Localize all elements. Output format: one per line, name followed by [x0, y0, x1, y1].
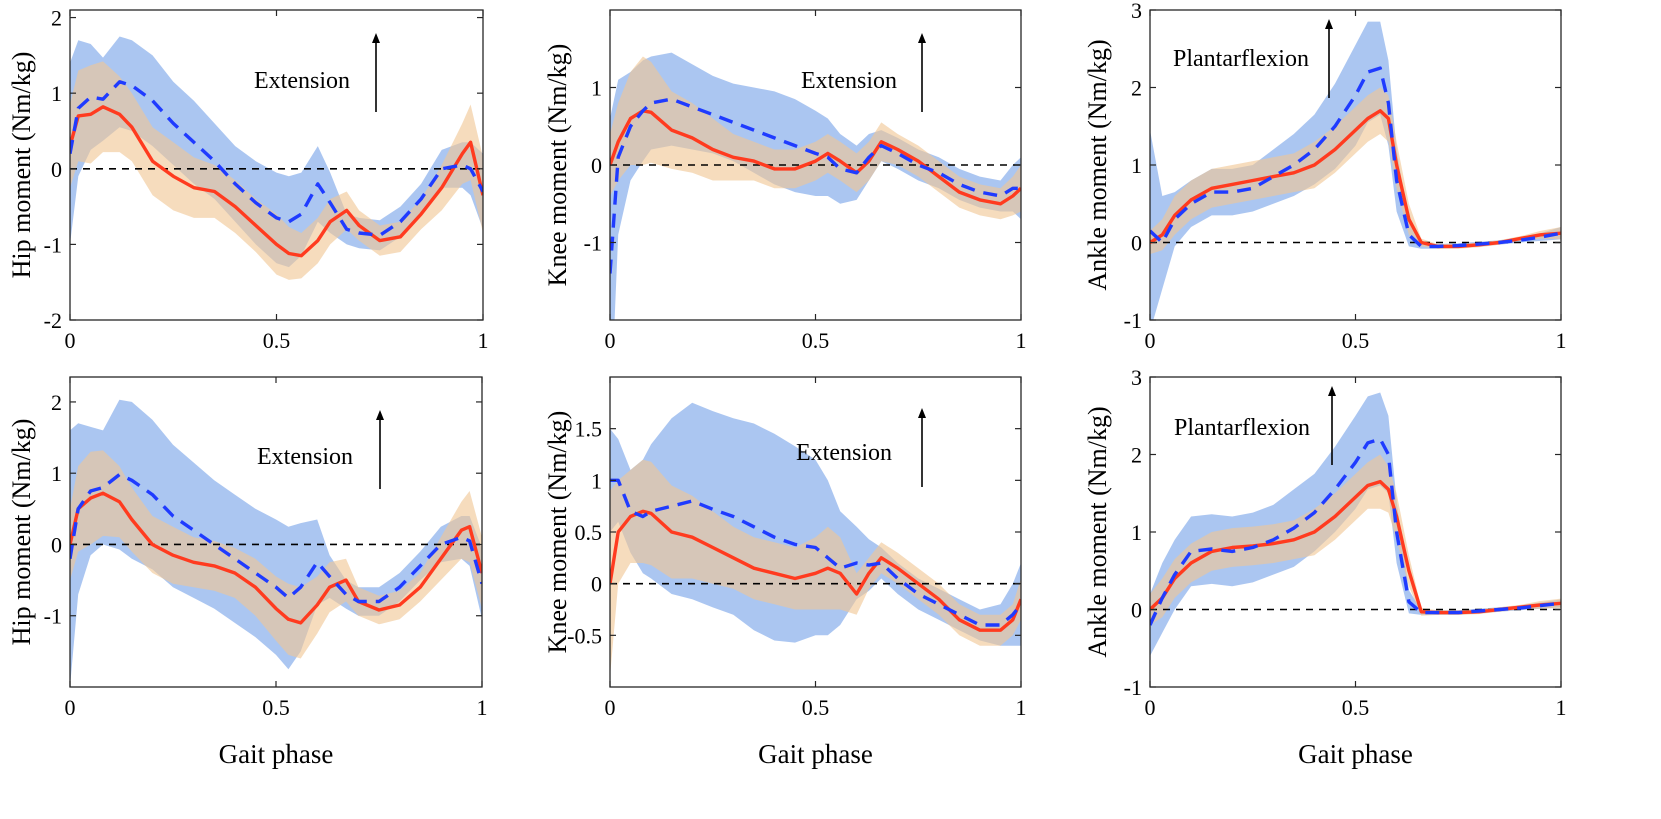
subplot-hip-top: 0 0.5 1 -2 -1 0 1 2 Hip moment (Nm/kg) Extension: [7, 6, 489, 353]
plot-area: [610, 52, 1021, 320]
x-tick-label: 0: [65, 328, 76, 353]
human-mean-line: [70, 105, 483, 258]
x-tick-label: 1: [477, 695, 488, 720]
x-tick-label: 0.5: [802, 695, 830, 720]
human-std-band: [1150, 454, 1561, 625]
x-tick-label: 0: [1145, 695, 1156, 720]
y-tick-label: 1: [591, 76, 602, 101]
x-axis-label: Gait phase: [758, 739, 873, 769]
human-std-band: [610, 459, 1021, 677]
plot-area: [610, 402, 1021, 677]
y-tick-label: 2: [51, 6, 62, 31]
y-tick-label: 2: [1131, 443, 1142, 468]
direction-annotation: Extension: [257, 444, 353, 470]
y-tick-label: 0: [51, 157, 62, 182]
y-tick-label: 0: [591, 153, 602, 178]
y-tick-label: -1: [1124, 675, 1142, 700]
x-tick-label: 1: [478, 328, 489, 353]
y-tick-label: 0.5: [575, 520, 603, 545]
model-mean-line: [70, 472, 482, 604]
x-tick-label: 0: [605, 695, 616, 720]
y-tick-label: 0: [1131, 231, 1142, 256]
human-mean-line: [70, 491, 482, 625]
x-tick-label: 1: [1556, 328, 1567, 353]
y-axis-label: Ankle moment (Nm/kg): [1083, 39, 1112, 290]
y-tick-label: 2: [1131, 76, 1142, 101]
x-tick-label: 0.5: [1342, 328, 1370, 353]
direction-annotation: Extension: [254, 68, 350, 94]
y-tick-label: 0: [591, 572, 602, 597]
model-mean-line: [610, 478, 1021, 627]
y-tick-label: -1: [1124, 308, 1142, 333]
y-tick-label: -1: [44, 232, 62, 257]
direction-annotation: Extension: [796, 440, 892, 466]
y-tick-label: -1: [584, 231, 602, 256]
model-std-band: [1150, 392, 1561, 656]
plot-area: [70, 399, 482, 687]
y-axis-label: Ankle moment (Nm/kg): [1083, 406, 1112, 657]
human-std-band: [610, 56, 1021, 220]
human-mean-line: [610, 509, 1021, 632]
y-tick-label: 1: [591, 468, 602, 493]
human-mean-line: [610, 109, 1021, 206]
x-axis-label: Gait phase: [219, 739, 334, 769]
model-mean-line: [610, 97, 1021, 274]
subplot-hip-bottom: 0 0.5 1 -1 0 1 2 Hip moment (Nm/kg) Gait phase Ex…: [7, 376, 488, 769]
x-tick-label: 1: [1016, 328, 1027, 353]
model-mean-line: [1150, 66, 1561, 249]
y-tick-label: 1: [51, 81, 62, 106]
y-axis-label: Hip moment (Nm/kg): [7, 419, 36, 646]
y-tick-label: 3: [1131, 0, 1142, 23]
x-tick-label: 0.5: [262, 695, 290, 720]
direction-annotation: Plantarflexion: [1174, 415, 1310, 441]
y-axis-label: Hip moment (Nm/kg): [7, 52, 36, 279]
x-tick-label: 0: [605, 328, 616, 353]
y-tick-label: -1: [44, 604, 62, 629]
human-std-band: [1150, 87, 1561, 255]
human-std-band: [70, 61, 483, 280]
x-tick-label: 1: [1556, 695, 1567, 720]
y-tick-label: 1.5: [575, 417, 603, 442]
x-tick-label: 0: [1145, 328, 1156, 353]
y-axis-label: Knee moment (Nm/kg): [543, 411, 572, 654]
y-tick-label: 0: [51, 532, 62, 557]
direction-annotation: Plantarflexion: [1173, 46, 1309, 72]
direction-annotation: Extension: [801, 68, 897, 94]
y-axis-label: Knee moment (Nm/kg): [543, 44, 572, 287]
plot-area: [1150, 21, 1561, 320]
model-std-band: [70, 36, 483, 268]
x-axis-label: Gait phase: [1298, 739, 1413, 769]
x-tick-label: 1: [1016, 695, 1027, 720]
y-tick-label: 1: [1131, 520, 1142, 545]
y-tick-label: 3: [1131, 365, 1142, 390]
subplot-knee-top: 0 0.5 1 -1 0 1 Knee moment (Nm/kg) Extension: [543, 9, 1027, 353]
human-std-band: [70, 450, 482, 659]
x-tick-label: 0.5: [263, 328, 291, 353]
plot-area: [70, 36, 483, 280]
y-tick-label: 0: [1131, 598, 1142, 623]
y-tick-label: -2: [44, 308, 62, 333]
y-tick-label: 2: [51, 390, 62, 415]
plot-area: [1150, 392, 1561, 656]
model-mean-line: [70, 80, 483, 238]
x-tick-label: 0: [65, 695, 76, 720]
y-tick-label: 1: [1131, 153, 1142, 178]
model-mean-line: [1150, 437, 1561, 626]
y-tick-label: 1: [51, 461, 62, 486]
x-tick-label: 0.5: [802, 328, 830, 353]
x-tick-label: 0.5: [1342, 695, 1370, 720]
y-tick-label: -0.5: [567, 623, 602, 648]
